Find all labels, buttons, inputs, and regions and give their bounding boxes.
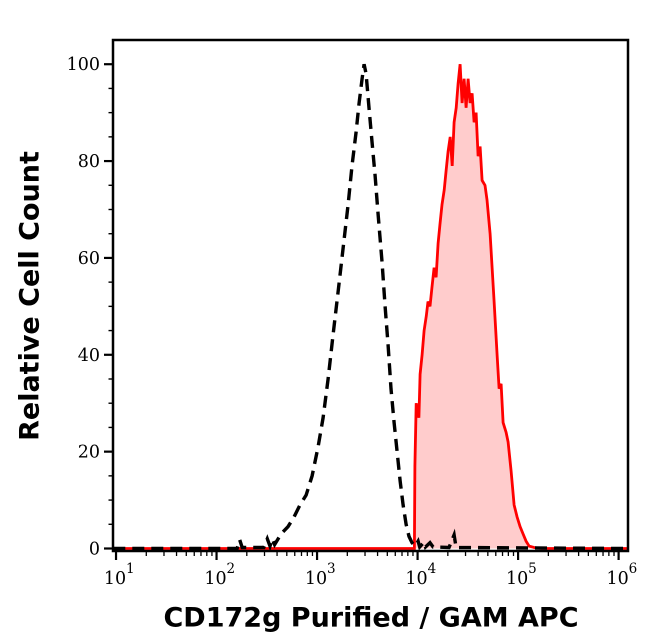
x-tick-exponent: 6 <box>629 561 638 577</box>
x-axis-title: CD172g Purified / GAM APC <box>163 602 579 634</box>
x-tick-exponent: 4 <box>428 561 437 577</box>
x-tick-label: 10 <box>606 569 628 589</box>
x-tick-label: 10 <box>506 569 528 589</box>
x-tick-exponent: 5 <box>528 561 537 577</box>
y-tick-label: 40 <box>78 346 100 366</box>
y-tick-label: 0 <box>89 540 100 560</box>
x-tick-label: 10 <box>305 569 327 589</box>
red-histogram-fill <box>113 64 629 549</box>
y-tick-label: 60 <box>78 249 100 269</box>
x-tick-label: 10 <box>405 569 427 589</box>
x-tick-exponent: 1 <box>126 561 135 577</box>
dashed-control-curve <box>113 63 629 552</box>
x-tick-label: 10 <box>204 569 226 589</box>
y-axis-title: Relative Cell Count <box>14 151 46 441</box>
x-tick-exponent: 3 <box>327 561 336 577</box>
y-tick-label: 100 <box>67 55 100 75</box>
red-histogram-curve <box>113 64 628 550</box>
y-tick-label: 20 <box>78 443 100 463</box>
plot-border <box>111 38 630 553</box>
y-tick-label: 80 <box>78 152 100 172</box>
x-tick-exponent: 2 <box>227 561 236 577</box>
x-tick-label: 10 <box>104 569 126 589</box>
